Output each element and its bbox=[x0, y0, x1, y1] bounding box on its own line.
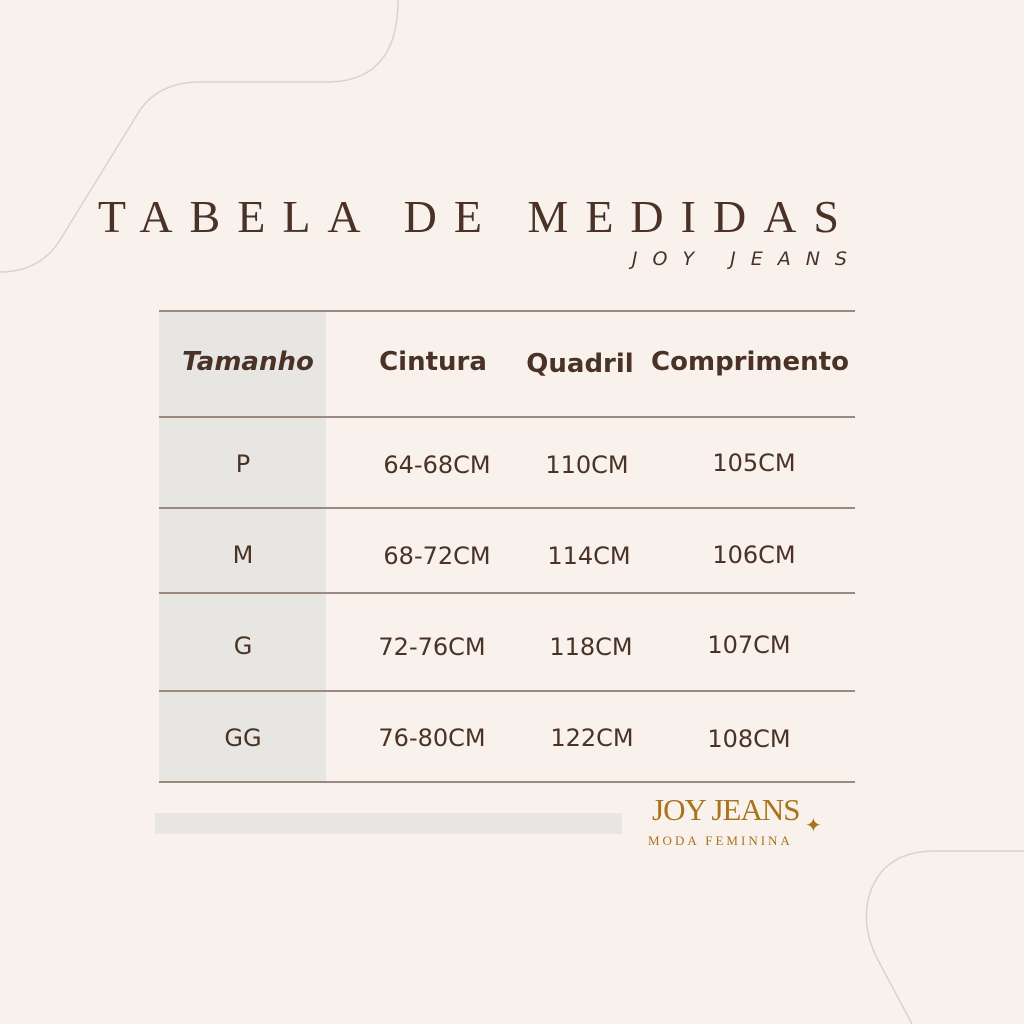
divider bbox=[159, 781, 855, 783]
header-cintura: Cintura bbox=[379, 347, 487, 377]
logo-tagline: MODA FEMININA bbox=[648, 833, 793, 848]
length-cell: 108CM bbox=[707, 725, 791, 753]
waist-cell: 72-76CM bbox=[378, 633, 486, 661]
page-title: TABELA DE MEDIDAS bbox=[97, 191, 856, 242]
logo-name: JOY JEANS bbox=[652, 792, 800, 827]
length-cell: 106CM bbox=[712, 541, 796, 569]
size-cell: G bbox=[233, 632, 253, 660]
hip-cell: 110CM bbox=[545, 451, 629, 479]
waist-cell: 76-80CM bbox=[378, 724, 486, 752]
sparkle-icon: ✦ bbox=[805, 813, 822, 837]
hip-cell: 122CM bbox=[550, 724, 634, 752]
size-column-background bbox=[159, 311, 326, 782]
size-cell: M bbox=[232, 541, 254, 569]
divider bbox=[159, 690, 855, 692]
divider bbox=[159, 310, 855, 312]
hip-cell: 118CM bbox=[549, 633, 633, 661]
divider bbox=[159, 592, 855, 594]
hip-cell: 114CM bbox=[547, 542, 631, 570]
waist-cell: 64-68CM bbox=[383, 451, 491, 479]
size-cell: GG bbox=[224, 724, 262, 752]
divider bbox=[159, 507, 855, 509]
header-comprimento: Comprimento bbox=[651, 347, 849, 377]
page-subtitle: JOY JEANS bbox=[631, 248, 862, 270]
size-cell: P bbox=[235, 450, 251, 478]
length-cell: 105CM bbox=[712, 449, 796, 477]
waist-cell: 68-72CM bbox=[383, 542, 491, 570]
header-tamanho: Tamanho bbox=[182, 347, 314, 377]
header-quadril: Quadril bbox=[526, 349, 634, 379]
length-cell: 107CM bbox=[707, 631, 791, 659]
decorative-bar bbox=[155, 813, 622, 834]
divider bbox=[159, 416, 855, 418]
